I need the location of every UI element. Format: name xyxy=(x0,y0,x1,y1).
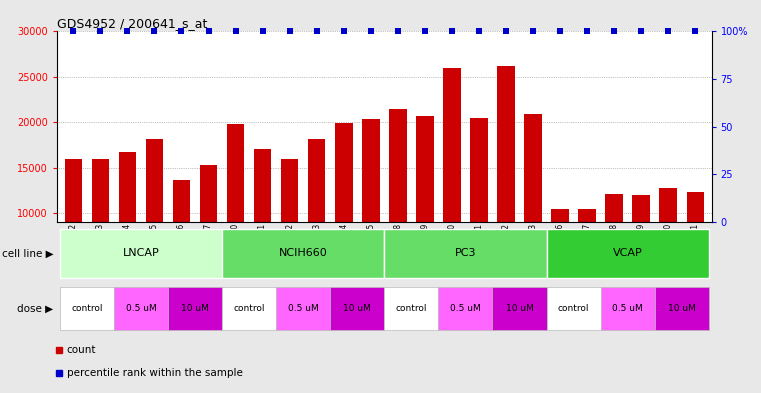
Bar xyxy=(492,287,546,330)
Text: percentile rank within the sample: percentile rank within the sample xyxy=(67,368,243,378)
Text: GSM1359774: GSM1359774 xyxy=(123,223,132,274)
Text: 10 uM: 10 uM xyxy=(505,304,533,313)
Bar xyxy=(438,287,492,330)
Text: control: control xyxy=(558,304,589,313)
Bar xyxy=(335,123,352,304)
Bar xyxy=(222,229,384,278)
Bar xyxy=(632,195,650,304)
Text: 10 uM: 10 uM xyxy=(668,304,696,313)
Bar xyxy=(362,119,380,304)
Text: control: control xyxy=(71,304,103,313)
Bar xyxy=(168,287,222,330)
Text: dose ▶: dose ▶ xyxy=(18,303,53,314)
Text: 10 uM: 10 uM xyxy=(181,304,209,313)
Bar xyxy=(660,189,677,304)
Bar xyxy=(497,66,514,304)
Bar xyxy=(384,287,438,330)
Text: GSM1359777: GSM1359777 xyxy=(204,223,213,274)
Bar xyxy=(65,158,82,304)
Text: PC3: PC3 xyxy=(454,248,476,259)
Text: GSM1359780: GSM1359780 xyxy=(447,223,457,274)
Text: VCAP: VCAP xyxy=(613,248,642,259)
Text: GSM1359762: GSM1359762 xyxy=(285,223,295,274)
Text: count: count xyxy=(67,345,96,355)
Bar xyxy=(60,229,222,278)
Bar xyxy=(524,114,542,304)
Bar xyxy=(145,140,163,304)
Text: control: control xyxy=(396,304,427,313)
Text: GDS4952 / 200641_s_at: GDS4952 / 200641_s_at xyxy=(57,17,208,30)
Bar xyxy=(546,229,708,278)
Bar xyxy=(308,140,326,304)
Text: LNCAP: LNCAP xyxy=(123,248,159,259)
Bar xyxy=(60,287,114,330)
Bar xyxy=(551,209,569,304)
Bar xyxy=(600,287,654,330)
Text: GSM1359760: GSM1359760 xyxy=(231,223,240,274)
Text: GSM1359764: GSM1359764 xyxy=(339,223,349,274)
Bar xyxy=(686,192,704,304)
Bar xyxy=(546,287,600,330)
Text: 10 uM: 10 uM xyxy=(343,304,371,313)
Bar xyxy=(281,160,298,304)
Text: 0.5 uM: 0.5 uM xyxy=(288,304,319,313)
Bar xyxy=(389,108,406,304)
Text: GSM1359779: GSM1359779 xyxy=(420,223,429,274)
Bar xyxy=(276,287,330,330)
Text: GSM1359765: GSM1359765 xyxy=(366,223,375,274)
Text: GSM1359773: GSM1359773 xyxy=(96,223,105,274)
Text: GSM1359778: GSM1359778 xyxy=(393,223,403,274)
Bar xyxy=(222,287,276,330)
Bar xyxy=(384,229,546,278)
Text: cell line ▶: cell line ▶ xyxy=(2,248,53,259)
Text: GSM1359776: GSM1359776 xyxy=(177,223,186,274)
Text: GSM1359767: GSM1359767 xyxy=(583,223,591,274)
Text: GSM1359775: GSM1359775 xyxy=(150,223,159,274)
Bar xyxy=(119,152,136,304)
Text: GSM1359761: GSM1359761 xyxy=(258,223,267,274)
Text: 0.5 uM: 0.5 uM xyxy=(613,304,643,313)
Bar xyxy=(254,149,272,304)
Bar xyxy=(470,118,488,304)
Bar xyxy=(330,287,384,330)
Text: GSM1359783: GSM1359783 xyxy=(529,223,537,274)
Text: control: control xyxy=(234,304,265,313)
Text: 0.5 uM: 0.5 uM xyxy=(450,304,481,313)
Bar xyxy=(173,180,190,304)
Bar xyxy=(199,165,218,304)
Bar xyxy=(416,116,434,304)
Bar xyxy=(606,194,623,304)
Text: NCIH660: NCIH660 xyxy=(279,248,327,259)
Bar xyxy=(227,124,244,304)
Text: GSM1359763: GSM1359763 xyxy=(312,223,321,274)
Text: GSM1359768: GSM1359768 xyxy=(610,223,619,274)
Text: GSM1359769: GSM1359769 xyxy=(637,223,646,274)
Bar xyxy=(114,287,168,330)
Text: GSM1359782: GSM1359782 xyxy=(501,223,511,274)
Bar xyxy=(443,68,460,304)
Text: GSM1359770: GSM1359770 xyxy=(664,223,673,274)
Text: GSM1359781: GSM1359781 xyxy=(474,223,483,274)
Bar xyxy=(654,287,708,330)
Text: GSM1359766: GSM1359766 xyxy=(556,223,565,274)
Bar xyxy=(578,209,596,304)
Text: GSM1359772: GSM1359772 xyxy=(68,223,78,274)
Bar xyxy=(91,158,109,304)
Text: 0.5 uM: 0.5 uM xyxy=(126,304,156,313)
Text: GSM1359771: GSM1359771 xyxy=(691,223,700,274)
